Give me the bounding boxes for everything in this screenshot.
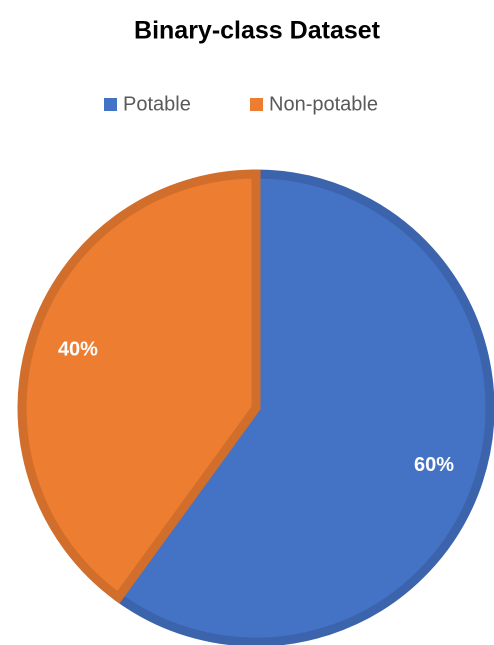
pie-slice	[17, 169, 261, 604]
chart-title: Binary-class Dataset	[134, 17, 381, 45]
data-label: 60%	[414, 454, 454, 476]
legend-marker	[104, 98, 117, 111]
legend-label: Potable	[123, 93, 191, 115]
data-label: 40%	[58, 338, 98, 360]
pie-slice	[112, 169, 494, 645]
legend-marker	[250, 98, 263, 111]
legend-label: Non-potable	[269, 93, 378, 115]
